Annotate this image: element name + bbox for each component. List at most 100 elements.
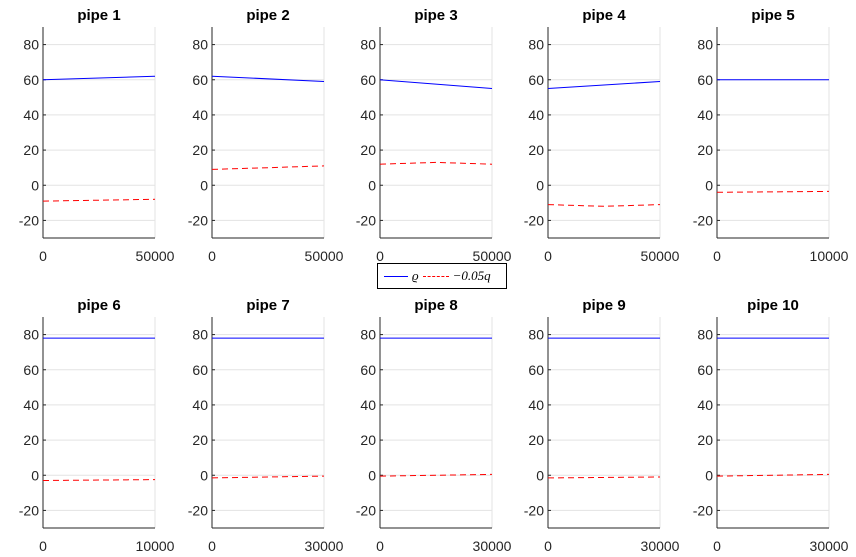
x-tick-label: 0	[713, 538, 721, 554]
series-q-line	[716, 473, 830, 477]
series-q-line	[211, 165, 325, 170]
x-tick-label: 10000	[136, 538, 175, 554]
y-tick-label: 40	[360, 397, 376, 413]
panel-5: -20 0 20 40 60 80 0 10000 pipe 5	[693, 7, 849, 264]
plot-area	[717, 317, 829, 528]
panel-8: -20 0 20 40 60 80 0 30000 pipe 8	[356, 297, 512, 554]
plot-area	[212, 317, 324, 528]
y-tick-label: -20	[693, 502, 713, 518]
panel-title: pipe 3	[414, 7, 457, 24]
y-tick-label: 0	[705, 177, 713, 193]
series-q-line	[547, 476, 661, 479]
plot-area	[548, 317, 660, 528]
y-tick-label: -20	[188, 212, 208, 228]
y-tick-label: 80	[192, 327, 208, 343]
y-tick-label: 40	[528, 397, 544, 413]
legend-label-q: −0.05q	[452, 268, 491, 283]
y-tick-label: 80	[528, 327, 544, 343]
panel-title: pipe 5	[751, 7, 794, 24]
panel-title: pipe 4	[582, 7, 626, 24]
panel-1: -20 0 20 40 60 80 0 50000 pipe 1	[19, 7, 175, 264]
series-q-line	[211, 475, 325, 479]
x-tick-label: 0	[376, 248, 384, 264]
y-tick-label: 0	[31, 467, 39, 483]
y-tick-label: 20	[528, 142, 544, 158]
panel-6: -20 0 20 40 60 80 0 10000 pipe 6	[19, 297, 175, 554]
y-tick-label: 80	[360, 327, 376, 343]
x-tick-label: 0	[713, 248, 721, 264]
x-tick-label: 30000	[810, 538, 849, 554]
x-tick-label: 0	[208, 248, 216, 264]
series-rho-line	[547, 81, 661, 89]
x-tick-label: 0	[544, 538, 552, 554]
y-tick-label: 60	[23, 362, 39, 378]
y-tick-label: 0	[536, 467, 544, 483]
plot-area	[380, 27, 492, 238]
y-tick-label: -20	[19, 502, 39, 518]
series-rho-line	[42, 75, 156, 81]
panel-title: pipe 2	[246, 7, 289, 24]
y-tick-label: 60	[360, 72, 376, 88]
y-tick-label: 80	[360, 37, 376, 53]
y-tick-label: 0	[31, 177, 39, 193]
panel-title: pipe 7	[246, 297, 289, 314]
panel-3: -20 0 20 40 60 80 0 50000 pipe 3	[356, 7, 512, 264]
legend-label-rho: ϱ	[412, 268, 419, 283]
y-tick-label: 0	[200, 467, 208, 483]
y-tick-label: 0	[200, 177, 208, 193]
y-tick-label: 40	[528, 107, 544, 123]
y-tick-label: 0	[705, 467, 713, 483]
x-tick-label: 50000	[305, 248, 344, 264]
y-tick-label: -20	[356, 502, 376, 518]
y-tick-label: 20	[360, 432, 376, 448]
panel-title: pipe 1	[77, 7, 120, 24]
x-tick-label: 30000	[641, 538, 680, 554]
plot-area	[43, 317, 155, 528]
y-tick-label: 20	[697, 432, 713, 448]
x-tick-label: 0	[39, 538, 47, 554]
panel-title: pipe 9	[582, 297, 625, 314]
plot-area	[548, 27, 660, 238]
panel-title: pipe 8	[414, 297, 457, 314]
panel-7: -20 0 20 40 60 80 0 30000 pipe 7	[188, 297, 344, 554]
plot-area	[717, 27, 829, 238]
y-tick-label: 60	[192, 362, 208, 378]
plot-area	[380, 317, 492, 528]
x-tick-label: 0	[208, 538, 216, 554]
series-q-line	[379, 161, 493, 165]
y-tick-label: 40	[697, 397, 713, 413]
x-tick-label: 0	[544, 248, 552, 264]
x-tick-label: 30000	[473, 538, 512, 554]
y-tick-label: -20	[524, 212, 544, 228]
y-tick-label: -20	[524, 502, 544, 518]
y-tick-label: 80	[23, 327, 39, 343]
y-tick-label: 0	[536, 177, 544, 193]
x-tick-label: 50000	[136, 248, 175, 264]
series-q-line	[42, 198, 156, 202]
y-tick-label: 80	[23, 37, 39, 53]
y-tick-label: 60	[23, 72, 39, 88]
panel-9: -20 0 20 40 60 80 0 30000 pipe 9	[524, 297, 680, 554]
y-tick-label: 20	[23, 142, 39, 158]
x-tick-label: 0	[39, 248, 47, 264]
y-tick-label: 60	[192, 72, 208, 88]
y-tick-label: 80	[697, 37, 713, 53]
series-rho-line	[379, 79, 493, 89]
y-tick-label: 20	[23, 432, 39, 448]
y-tick-label: 40	[23, 397, 39, 413]
y-tick-label: 20	[192, 432, 208, 448]
panel-10: -20 0 20 40 60 80 0 30000 pipe 10	[693, 297, 849, 554]
y-tick-label: -20	[693, 212, 713, 228]
y-tick-label: 40	[192, 107, 208, 123]
y-tick-label: -20	[19, 212, 39, 228]
series-q-line	[42, 479, 156, 481]
y-tick-label: 60	[360, 362, 376, 378]
x-tick-label: 50000	[473, 248, 512, 264]
series-q-line	[716, 190, 830, 193]
y-tick-label: 40	[697, 107, 713, 123]
y-tick-label: -20	[356, 212, 376, 228]
y-tick-label: 40	[192, 397, 208, 413]
y-tick-label: 20	[697, 142, 713, 158]
x-tick-label: 50000	[641, 248, 680, 264]
